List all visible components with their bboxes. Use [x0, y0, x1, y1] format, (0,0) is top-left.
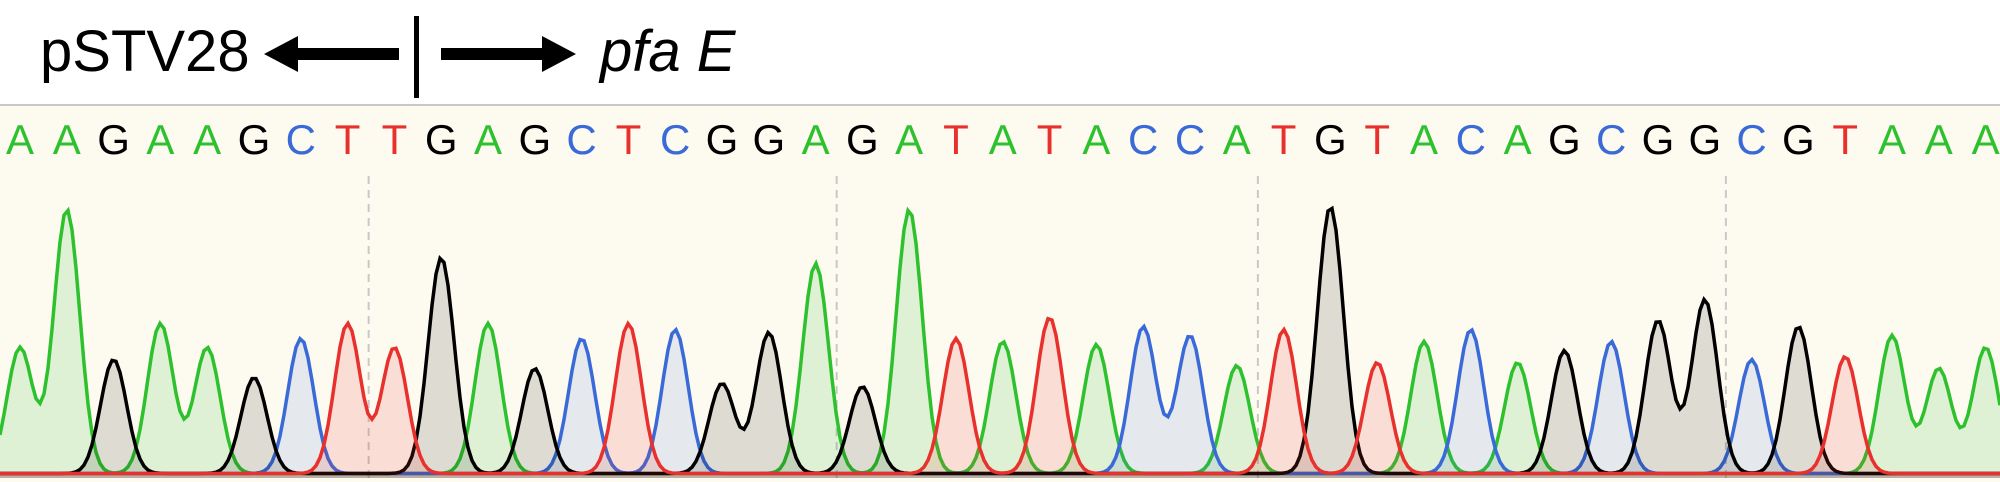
base-call: A: [1971, 116, 2000, 163]
base-call: G: [518, 116, 552, 163]
base-call: T: [1036, 116, 1063, 163]
base-call: C: [1596, 116, 1627, 163]
header: pSTV28 pfa E: [0, 0, 2000, 104]
base-call: A: [52, 116, 81, 163]
base-call: G: [1314, 116, 1347, 163]
base-call: A: [1409, 116, 1439, 163]
base-call: G: [97, 116, 130, 163]
base-call: C: [1736, 116, 1767, 163]
trace-fill-T: [0, 318, 2000, 478]
base-call: G: [237, 116, 271, 163]
base-call: C: [1174, 116, 1206, 163]
base-call: C: [1455, 116, 1486, 163]
vector-label: pSTV28: [40, 19, 250, 84]
trace-fill-A: [0, 210, 2000, 478]
base-call: A: [801, 116, 830, 163]
base-call: G: [1548, 116, 1581, 163]
base-call: G: [1688, 116, 1722, 163]
base-call: T: [1364, 116, 1391, 163]
base-call: C: [660, 116, 691, 163]
base-call: A: [1877, 116, 1907, 163]
right-arrow-icon: [441, 36, 576, 72]
base-call: C: [285, 116, 316, 163]
base-call: A: [146, 116, 175, 163]
base-call: C: [566, 116, 597, 163]
junction-divider: [414, 16, 419, 98]
base-call: T: [1270, 116, 1297, 163]
base-call: G: [1782, 116, 1815, 163]
base-call: G: [424, 116, 458, 163]
base-call: A: [1082, 116, 1111, 163]
trace-line-T: [0, 316, 2000, 476]
base-call: A: [473, 116, 503, 163]
base-call: T: [1832, 116, 1859, 163]
trace-fill-G: [0, 208, 2000, 478]
base-call: G: [846, 116, 879, 163]
base-call: T: [381, 116, 408, 163]
base-call: G: [1641, 116, 1675, 163]
base-call: A: [988, 116, 1017, 163]
base-call: T: [334, 116, 361, 163]
base-call: C: [1128, 116, 1159, 163]
base-call: T: [615, 116, 642, 163]
base-call: G: [705, 116, 739, 163]
base-call: A: [1924, 116, 1953, 163]
base-call: A: [5, 116, 35, 163]
base-call: T: [943, 116, 969, 163]
left-arrow-icon: [264, 36, 399, 72]
base-call: A: [193, 116, 222, 163]
base-call: A: [1503, 116, 1532, 163]
chromatogram-trace: [0, 176, 2000, 478]
base-call: A: [1222, 116, 1251, 163]
trace-fill-C: [0, 326, 2000, 478]
base-call: G: [752, 116, 786, 163]
gene-label: pfa E: [600, 19, 736, 84]
base-call: A: [895, 116, 924, 163]
